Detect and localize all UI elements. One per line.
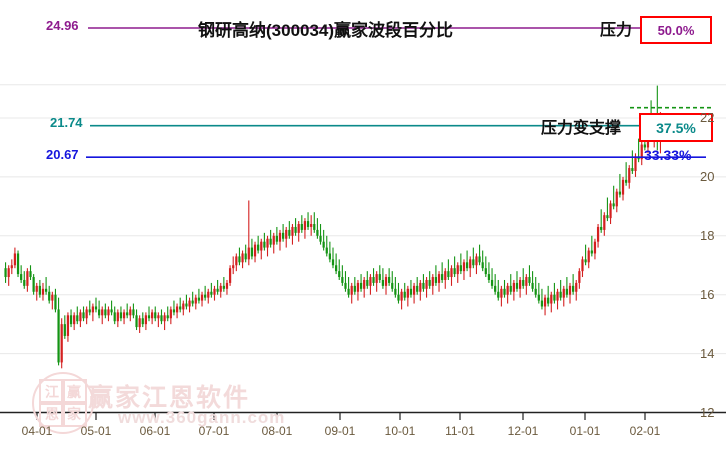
y-tick-18: 18 xyxy=(700,227,715,243)
y-tick-22: 22 xyxy=(700,110,715,125)
x-tick-01-01: 01-01 xyxy=(569,424,601,438)
resistance-price-label: 24.96 xyxy=(46,18,79,33)
y-tick-20: 20 xyxy=(700,168,715,184)
x-tick-09-01: 09-01 xyxy=(324,424,356,438)
x-tick-05-01: 05-01 xyxy=(80,424,112,438)
y-tick-14: 14 xyxy=(700,345,715,361)
x-tick-marks xyxy=(36,412,646,420)
pressure-support-percent-box: 37.5% xyxy=(639,113,713,142)
support-price-label: 20.67 xyxy=(46,147,79,162)
pressure-support-percent-label: 37.5% xyxy=(656,119,696,136)
support-percent-label: 33.33% xyxy=(644,147,692,163)
pressure-support-annotation: 压力变支撑 xyxy=(541,120,622,137)
x-tick-02-01: 02-01 xyxy=(629,424,661,438)
x-tick-04-01: 04-01 xyxy=(21,424,53,438)
gridlines xyxy=(0,84,726,355)
x-tick-12-01: 12-01 xyxy=(507,424,539,438)
y-tick-12: 12 xyxy=(700,404,715,420)
resistance-percent-box: 50.0% xyxy=(640,16,712,44)
chart-title: 钢研高纳(300034)赢家波段百分比 xyxy=(198,21,454,40)
x-tick-07-01: 07-01 xyxy=(198,424,230,438)
pressure-support-price-label: 21.74 xyxy=(50,115,83,130)
x-tick-08-01: 08-01 xyxy=(261,424,293,438)
x-tick-10-01: 10-01 xyxy=(384,424,416,438)
x-tick-06-01: 06-01 xyxy=(139,424,171,438)
x-tick-11-01: 11-01 xyxy=(445,424,475,438)
resistance-percent-label: 50.0% xyxy=(657,22,695,38)
resistance-annotation: 压力 xyxy=(600,22,633,39)
y-tick-16: 16 xyxy=(700,286,715,302)
